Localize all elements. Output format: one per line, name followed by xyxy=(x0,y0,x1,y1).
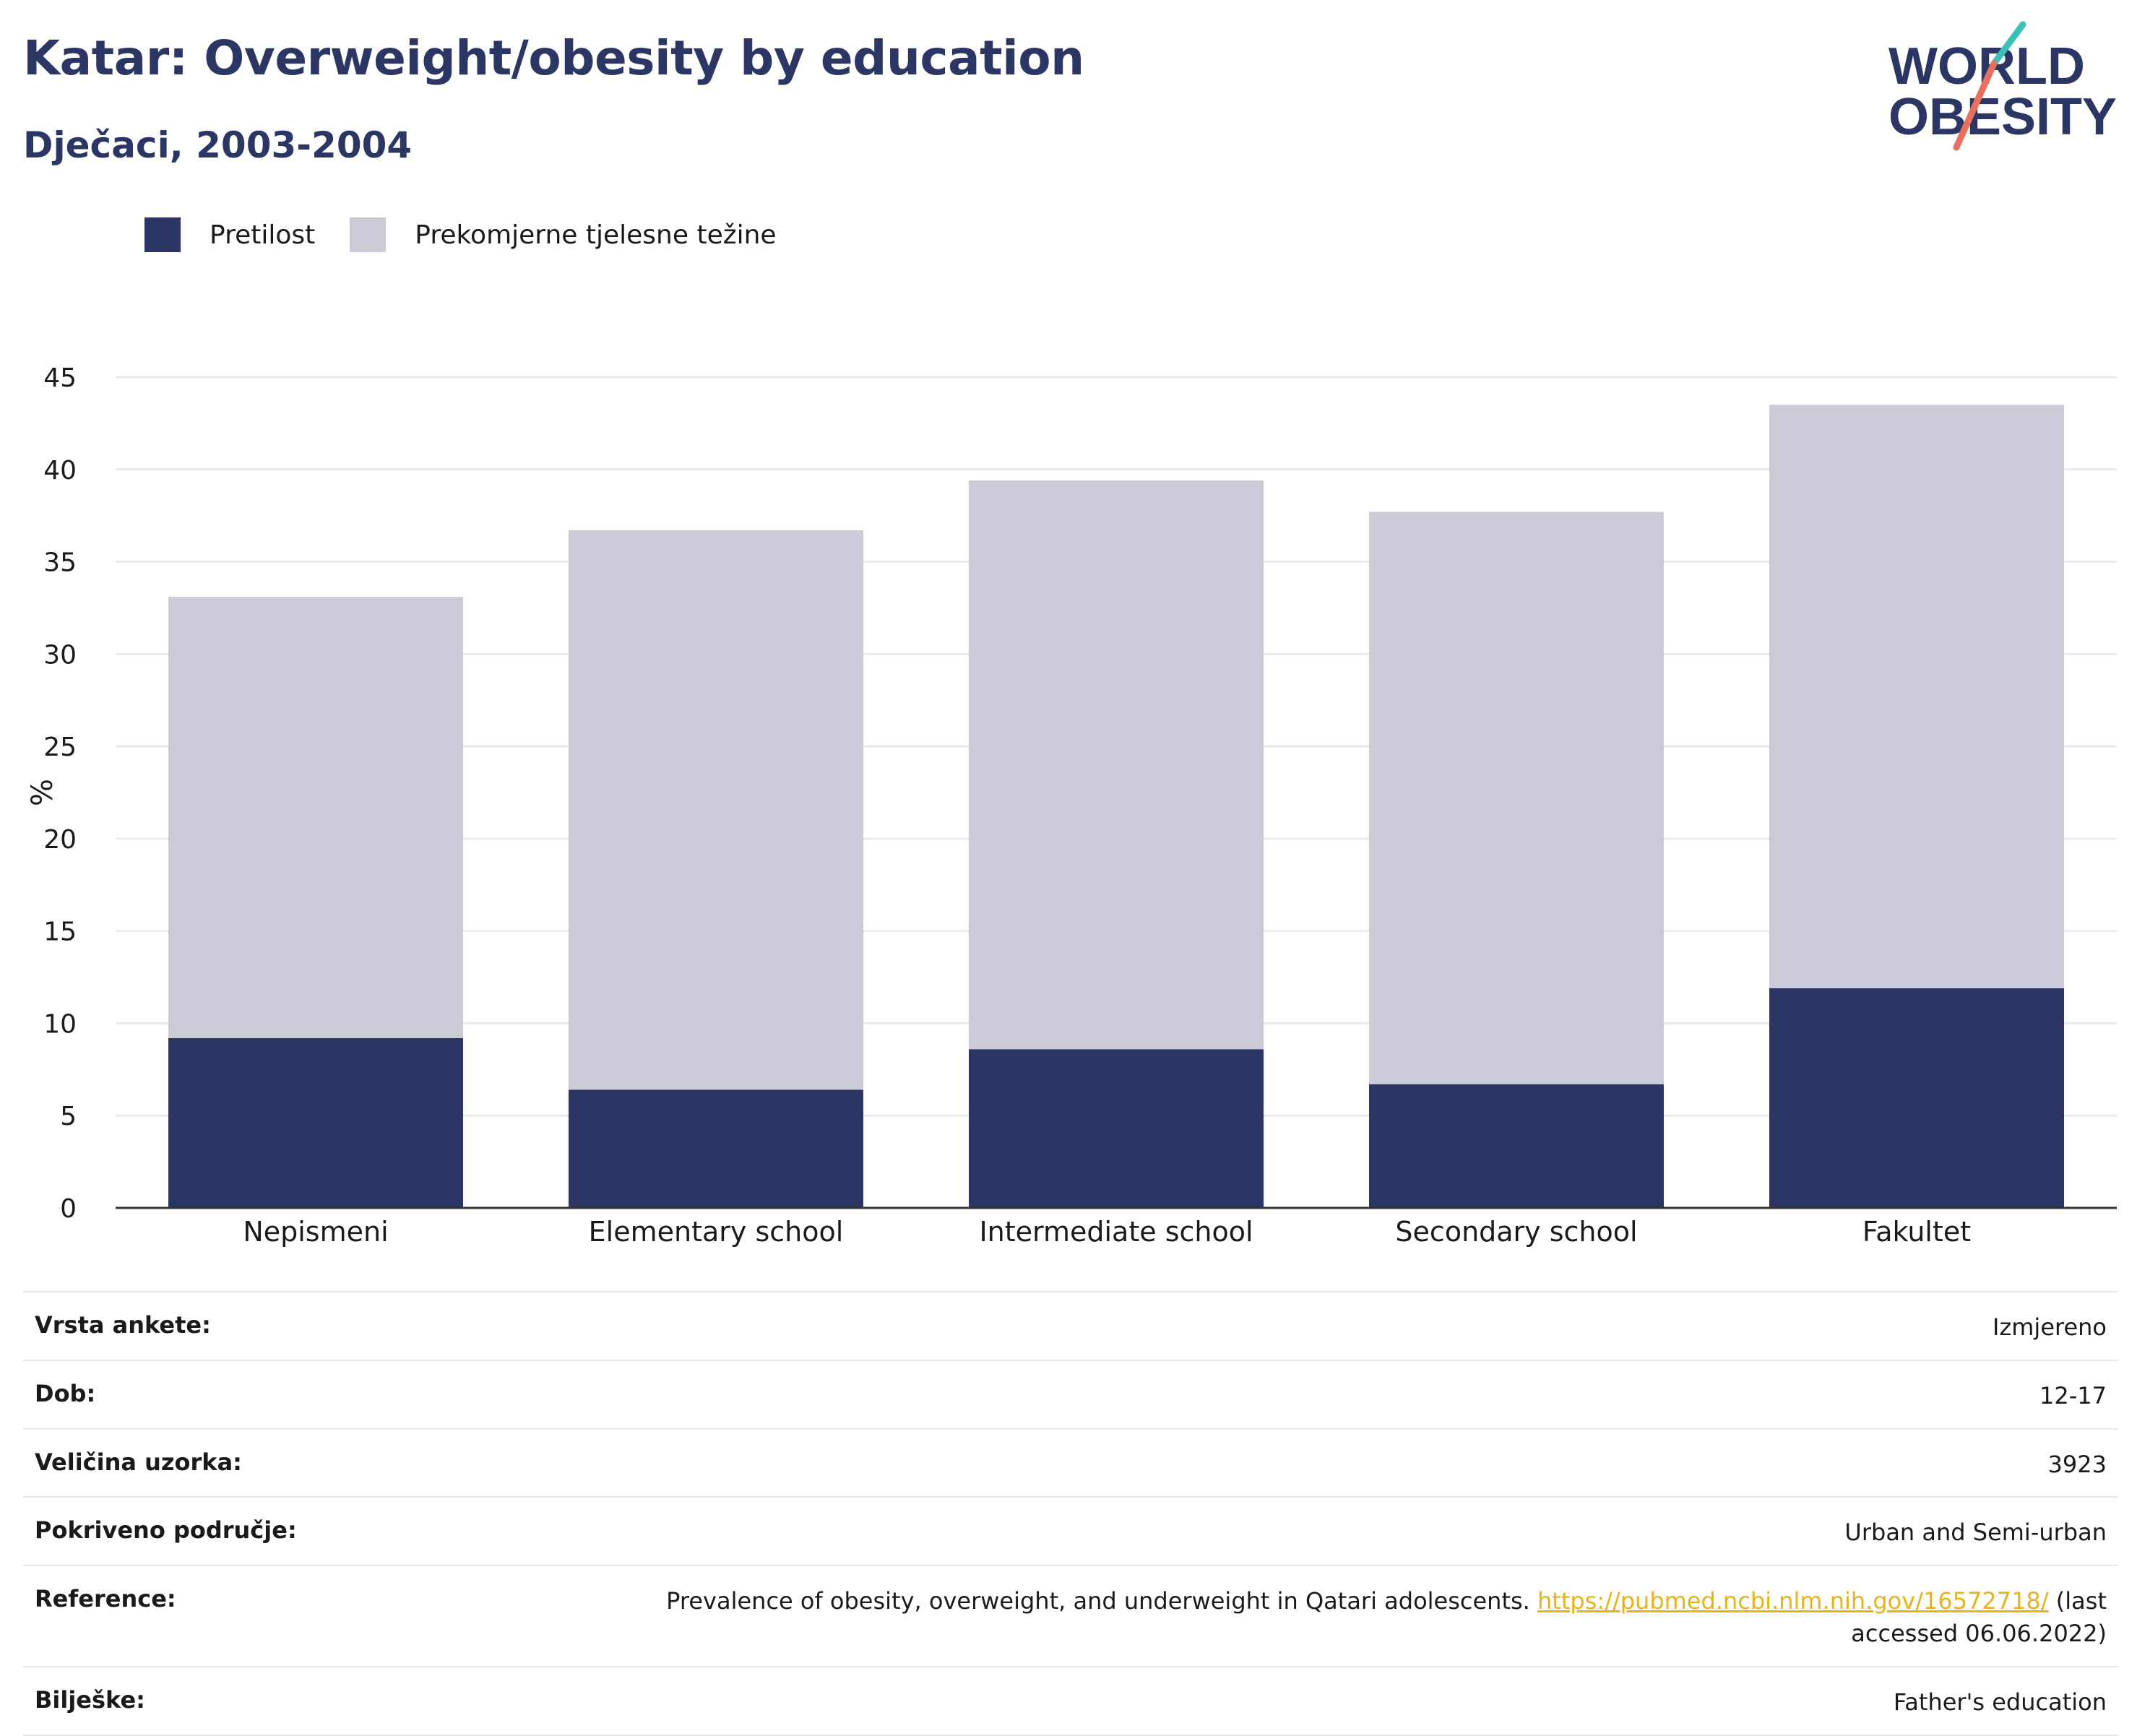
y-tick-label: 10 xyxy=(43,1009,77,1039)
legend-item-obesity[interactable]: Pretilost xyxy=(144,217,315,252)
meta-value: Father's education xyxy=(1893,1688,2107,1716)
meta-label: Reference: xyxy=(35,1585,176,1613)
y-tick-label: 45 xyxy=(43,363,77,393)
x-tick-label: Fakultet xyxy=(1862,1216,1971,1248)
meta-value: Izmjereno xyxy=(1993,1313,2107,1341)
meta-row-area-covered: Pokriveno područje: Urban and Semi-urban xyxy=(23,1498,2118,1567)
bar-obesity xyxy=(569,1089,863,1208)
logo-word-obesity: OBESITY xyxy=(1888,88,2117,146)
logo-slash-teal xyxy=(1990,21,2026,67)
y-tick-label: 40 xyxy=(43,456,77,485)
bar-obesity xyxy=(1769,988,2064,1208)
x-tick-label: Elementary school xyxy=(589,1216,844,1248)
meta-value: Urban and Semi-urban xyxy=(1844,1519,2107,1547)
bar-obesity xyxy=(168,1037,463,1208)
meta-value: 3923 xyxy=(2047,1450,2107,1478)
y-tick-label: 30 xyxy=(43,640,77,670)
x-tick-label: Nepismeni xyxy=(243,1216,388,1248)
meta-row-reference: Reference: Prevalence of obesity, overwe… xyxy=(23,1566,2118,1667)
meta-label: Pokriveno područje: xyxy=(35,1516,297,1545)
meta-label: Bilješke: xyxy=(35,1685,145,1714)
bar-overweight xyxy=(1369,511,1664,1084)
bar-overweight xyxy=(969,480,1264,1050)
reference-accessed: (last accessed 06.06.2022) xyxy=(1851,1587,2107,1647)
legend-swatch-obesity xyxy=(144,217,181,252)
bar-obesity xyxy=(969,1049,1264,1208)
y-tick-label: 15 xyxy=(43,917,77,947)
meta-row-notes: Bilješke: Father's education xyxy=(23,1667,2118,1736)
y-axis-label: % xyxy=(26,779,59,806)
logo-slash-coral xyxy=(1953,60,1998,151)
y-tick-label: 5 xyxy=(60,1102,77,1131)
meta-value: 12-17 xyxy=(2039,1381,2107,1409)
y-tick-label: 20 xyxy=(43,825,77,855)
bar-chart: 0 5 10 15 20 25 30 35 40 45% Nepismeni Elementary s… xyxy=(26,363,2117,1248)
meta-value-reference: Prevalence of obesity, overweight, and u… xyxy=(590,1585,2107,1650)
bar-obesity xyxy=(1369,1084,1664,1208)
legend-item-overweight[interactable]: Prekomjerne tjelesne težine xyxy=(350,217,777,252)
bar-overweight xyxy=(168,597,463,1038)
y-tick-label: 35 xyxy=(43,548,77,578)
bar-overweight xyxy=(1769,405,2064,988)
bar-overweight xyxy=(569,530,863,1090)
legend-label-obesity: Pretilost xyxy=(210,220,316,250)
y-tick-label: 25 xyxy=(43,733,77,762)
x-tick-label: Intermediate school xyxy=(979,1216,1253,1248)
chart-title: Katar: Overweight/obesity by education xyxy=(23,30,1084,86)
legend-swatch-overweight xyxy=(350,217,387,252)
x-tick-label: Secondary school xyxy=(1395,1216,1637,1248)
meta-label: Veličina uzorka: xyxy=(35,1448,242,1476)
reference-text: Prevalence of obesity, overweight, and u… xyxy=(666,1587,1530,1615)
meta-label: Vrsta ankete: xyxy=(35,1311,211,1339)
chart-subtitle: Dječaci, 2003-2004 xyxy=(23,124,413,166)
reference-link[interactable]: https://pubmed.ncbi.nlm.nih.gov/16572718… xyxy=(1537,1587,2049,1615)
meta-row-sample-size: Veličina uzorka: 3923 xyxy=(23,1430,2118,1498)
chart-legend: Pretilost Prekomjerne tjelesne težine xyxy=(144,215,811,254)
legend-label-overweight: Prekomjerne tjelesne težine xyxy=(415,220,777,250)
meta-row-age: Dob: 12-17 xyxy=(23,1361,2118,1430)
y-tick-label: 0 xyxy=(60,1194,77,1224)
meta-row-survey-type: Vrsta ankete: Izmjereno xyxy=(23,1292,2118,1361)
world-obesity-logo: WORLD OBESITY xyxy=(1888,21,2117,151)
meta-label: Dob: xyxy=(35,1379,96,1407)
metadata-table: Vrsta ankete: Izmjereno Dob: 12-17 Velič… xyxy=(23,1291,2118,1736)
